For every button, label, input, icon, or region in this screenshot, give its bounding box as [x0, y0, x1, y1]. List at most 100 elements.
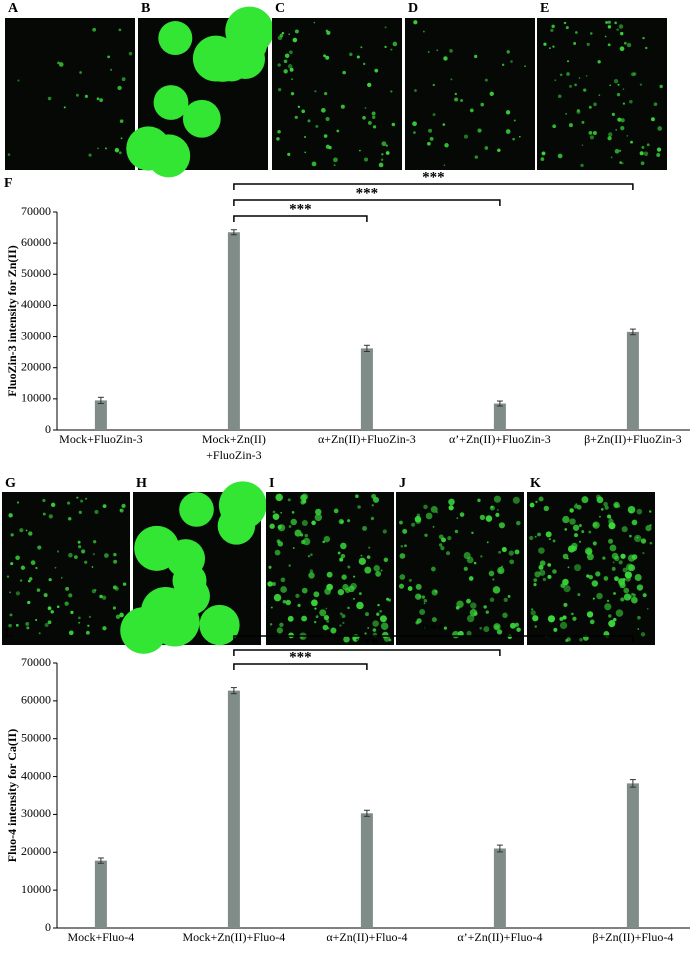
- dot: [343, 635, 350, 643]
- dot: [474, 155, 479, 159]
- dot: [449, 48, 453, 53]
- dot: [524, 65, 526, 68]
- y-axis-label: Fluo-4 intensity for Ca(II): [5, 729, 19, 862]
- dot: [454, 529, 459, 534]
- dot: [450, 78, 453, 81]
- dot: [422, 30, 425, 33]
- cell: [120, 607, 167, 654]
- dot: [323, 614, 330, 621]
- dot: [9, 591, 12, 594]
- y-tick-label: 50000: [21, 266, 51, 280]
- dot: [371, 504, 374, 507]
- dot: [360, 554, 363, 557]
- dot: [592, 597, 595, 600]
- cell: [179, 492, 214, 527]
- dot: [595, 494, 601, 500]
- dot: [618, 24, 624, 29]
- dot: [340, 104, 345, 109]
- dot: [341, 574, 347, 580]
- dot: [277, 524, 282, 530]
- dot: [479, 626, 483, 630]
- dot: [381, 153, 384, 156]
- dot: [566, 637, 571, 642]
- dot: [364, 107, 367, 110]
- dot: [604, 505, 609, 510]
- dot: [9, 613, 13, 617]
- dot: [340, 542, 347, 550]
- dot: [607, 136, 612, 141]
- dot: [322, 624, 329, 631]
- dot: [277, 87, 282, 92]
- dot: [94, 509, 99, 515]
- dot: [477, 128, 482, 133]
- dot: [391, 122, 396, 127]
- dot: [404, 544, 407, 548]
- dot: [290, 91, 295, 96]
- dot: [483, 605, 487, 609]
- micrograph-signal: [120, 481, 267, 654]
- dot: [581, 144, 584, 146]
- dot: [610, 156, 613, 159]
- dot: [576, 109, 581, 114]
- dot: [20, 565, 26, 570]
- dot: [567, 566, 570, 569]
- dot: [474, 54, 478, 59]
- dot: [578, 524, 582, 528]
- dot: [398, 583, 405, 589]
- dot: [648, 510, 652, 513]
- dot: [448, 498, 455, 506]
- y-tick-label: 20000: [21, 844, 51, 858]
- dot: [612, 617, 617, 622]
- cell: [225, 6, 274, 55]
- dot: [358, 557, 366, 565]
- dot: [574, 31, 578, 34]
- dot: [642, 36, 645, 40]
- dot: [542, 151, 545, 155]
- dot: [530, 608, 534, 611]
- bar: [626, 331, 639, 430]
- dot: [92, 553, 95, 556]
- dot: [366, 555, 371, 559]
- dot: [78, 510, 82, 515]
- dot: [611, 566, 616, 571]
- dot: [609, 544, 617, 552]
- dot: [379, 609, 383, 613]
- dot: [28, 531, 33, 536]
- dot: [19, 528, 24, 533]
- dot: [288, 564, 291, 567]
- dot: [99, 98, 104, 103]
- dot: [612, 561, 615, 564]
- dot: [534, 535, 537, 538]
- dot: [432, 83, 435, 87]
- dot: [352, 597, 355, 600]
- dot: [357, 505, 361, 509]
- dot: [562, 553, 569, 560]
- dot: [304, 533, 309, 538]
- dot: [297, 603, 301, 608]
- dot: [436, 49, 439, 51]
- dot: [99, 594, 103, 599]
- dot: [380, 622, 389, 630]
- dot: [313, 21, 316, 24]
- dot: [333, 164, 336, 167]
- dot: [599, 515, 601, 518]
- dot: [486, 541, 489, 544]
- dot: [496, 629, 503, 635]
- dot: [411, 522, 416, 527]
- dot: [588, 131, 593, 135]
- dot: [92, 27, 97, 32]
- dot: [333, 508, 339, 514]
- dot: [500, 565, 504, 568]
- dot: [341, 614, 346, 619]
- dot: [575, 503, 578, 506]
- dot: [484, 78, 488, 82]
- dot: [468, 576, 474, 581]
- dot: [67, 501, 71, 505]
- dot: [283, 69, 288, 74]
- dot: [280, 511, 283, 514]
- dot: [463, 566, 468, 571]
- dot: [589, 32, 593, 35]
- error-bar: [97, 396, 104, 405]
- dot: [381, 631, 389, 639]
- dot: [583, 88, 587, 92]
